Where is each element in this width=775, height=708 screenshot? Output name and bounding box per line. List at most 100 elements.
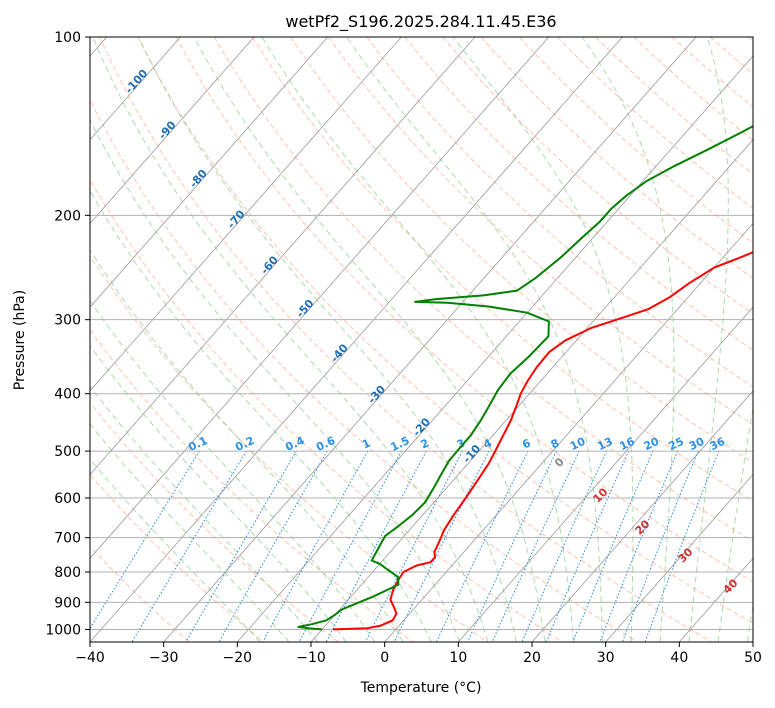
- y-tick-label: 300: [54, 313, 81, 329]
- x-axis-label: Temperature (°C): [360, 680, 482, 696]
- mixing-ratio-line: [185, 450, 297, 642]
- isotherm: [90, 37, 181, 141]
- isotherm: [90, 37, 329, 308]
- mixing-ratio-label: 10: [568, 435, 588, 453]
- x-tick-label: −30: [149, 650, 179, 666]
- y-tick-label: 600: [54, 491, 81, 507]
- mixing-ratio-line: [621, 450, 699, 642]
- dry-adiabat: [90, 329, 414, 642]
- dry-adiabat: [99, 37, 712, 642]
- moist-adiabat: [138, 37, 517, 642]
- background-lines: [90, 37, 753, 642]
- mixing-ratio-line: [364, 450, 463, 642]
- mixing-ratio-label: 36: [708, 435, 728, 453]
- mixing-ratio-label: 20: [642, 435, 662, 453]
- dry-adiabat: [90, 178, 563, 642]
- x-tick-label: 10: [449, 650, 467, 666]
- dry-adiabat: [90, 473, 264, 642]
- moist-adiabat: [261, 37, 575, 642]
- mixing-ratio-line: [644, 450, 720, 642]
- mixing-ratio-line: [521, 450, 608, 642]
- x-tick-label: 30: [597, 650, 615, 666]
- dry-adiabat: [442, 37, 753, 315]
- y-tick-label: 700: [54, 531, 81, 547]
- x-tick-label: 0: [380, 650, 389, 666]
- dry-adiabat: [251, 37, 753, 502]
- x-tick-label: −20: [223, 650, 253, 666]
- mixing-ratio-line: [298, 450, 402, 642]
- isotherm: [90, 37, 402, 392]
- y-tick-label: 400: [54, 387, 81, 403]
- isotherm: [458, 306, 753, 642]
- dry-adiabat: [557, 37, 753, 209]
- y-tick-label: 200: [54, 208, 81, 224]
- y-tick-label: 800: [54, 565, 81, 581]
- dry-adiabat: [328, 37, 753, 425]
- x-tick-label: 20: [523, 650, 541, 666]
- dewpoint-profile: [297, 125, 753, 631]
- moist-adiabat: [688, 37, 729, 642]
- mixing-ratio-line: [545, 450, 630, 642]
- y-tick-label: 900: [54, 595, 81, 611]
- moist-adiabat: [717, 404, 753, 642]
- moist-adiabat: [90, 189, 432, 642]
- plot-area: [90, 37, 753, 642]
- profiles: [297, 125, 753, 631]
- dry-adiabat: [90, 401, 339, 642]
- moist-adiabat: [90, 385, 319, 642]
- mixing-ratio-line: [218, 450, 328, 642]
- mixing-ratio-label: 13: [595, 435, 614, 453]
- x-tick-label: −40: [75, 650, 105, 666]
- moist-adiabat: [90, 299, 376, 642]
- dry-adiabat: [175, 37, 753, 583]
- mixing-ratio-line: [599, 450, 679, 642]
- y-axis-label: Pressure (hPa): [12, 290, 28, 390]
- mixing-ratio-line: [393, 450, 490, 642]
- isotherm: [531, 390, 753, 642]
- isotherm: [90, 37, 476, 476]
- dry-adiabat: [90, 98, 638, 642]
- moist-adiabat: [90, 423, 290, 642]
- isotherm: [163, 37, 697, 642]
- isotherm: [752, 641, 753, 642]
- mixing-ratio-line: [325, 450, 427, 642]
- moist-adiabat: [90, 248, 404, 642]
- moist-adiabat: [581, 37, 675, 642]
- isotherm: [384, 222, 753, 642]
- dry-adiabat: [633, 37, 753, 141]
- pressure-gridlines: [90, 37, 753, 630]
- mixing-ratio-label: 30: [687, 435, 707, 453]
- moist-adiabat: [90, 344, 347, 642]
- plot-frame: [89, 36, 754, 643]
- dry-adiabat: [366, 37, 753, 388]
- isotherm: [90, 37, 255, 225]
- dry-adiabat: [480, 37, 753, 279]
- isotherm: [310, 139, 753, 642]
- y-tick-label: 1000: [45, 622, 81, 638]
- moist-adiabat: [90, 458, 261, 642]
- moist-adiabat: [346, 37, 603, 642]
- isotherm: [605, 473, 753, 642]
- moist-adiabat: [90, 118, 461, 642]
- y-ticks: 100 200 300 400 500 600 700 800 900 1000: [45, 30, 90, 638]
- y-tick-label: 500: [54, 444, 81, 460]
- x-tick-label: −10: [296, 650, 326, 666]
- x-ticks: −40 −30 −20 −10 0 10 20 30 40 50: [75, 642, 762, 666]
- x-tick-label: 50: [744, 650, 762, 666]
- mixing-ratio-line: [262, 450, 369, 642]
- moist-adiabat: [193, 37, 546, 642]
- chart-title: wetPf2_S196.2025.284.11.45.E36: [285, 12, 556, 32]
- dry-adiabat: [404, 37, 753, 351]
- mixing-ratio-line: [572, 450, 654, 642]
- x-tick-label: 40: [670, 650, 688, 666]
- mixing-ratio-label: 25: [666, 435, 685, 453]
- y-tick-label: 100: [54, 30, 81, 46]
- mixing-ratio-line: [90, 450, 200, 630]
- dry-adiabat: [213, 37, 753, 542]
- isotherm: [90, 37, 623, 642]
- moist-adiabat: [452, 37, 634, 642]
- mixing-ratio-line: [435, 450, 529, 642]
- dry-adiabat: [137, 37, 753, 624]
- isotherm: [90, 37, 550, 559]
